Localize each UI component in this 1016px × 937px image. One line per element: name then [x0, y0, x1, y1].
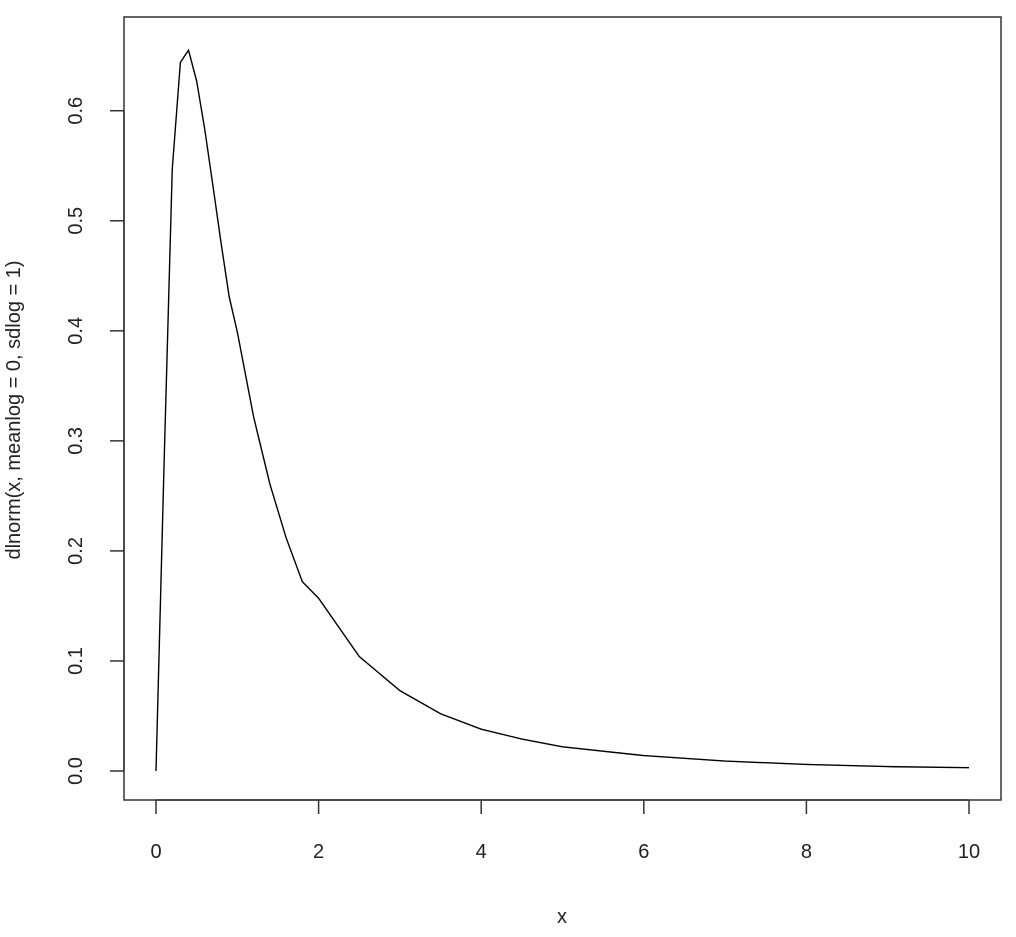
x-tick-label: 2 [313, 841, 324, 863]
y-axis-label: dlnorm(x, meanlog = 0, sdlog = 1) [3, 260, 25, 559]
y-axis: 0.0 0.1 0.2 0.3 0.4 0.5 0.6 [65, 97, 125, 785]
y-tick-label: 0.0 [65, 757, 87, 785]
y-tick-label: 0.3 [65, 427, 87, 455]
y-tick-label: 0.5 [65, 207, 87, 235]
y-tick-label: 0.4 [65, 317, 87, 345]
plot-frame [123, 16, 1002, 801]
x-tick-label: 4 [476, 841, 487, 863]
x-tick-label: 6 [638, 841, 649, 863]
x-tick-label: 10 [958, 841, 980, 863]
x-axis-label: x [557, 906, 567, 928]
y-tick-label: 0.2 [65, 537, 87, 565]
y-tick-label: 0.6 [65, 97, 87, 125]
x-tick-label: 0 [150, 841, 161, 863]
y-tick-label: 0.1 [65, 647, 87, 675]
series-line-dlnorm [155, 48, 970, 772]
x-tick-label: 8 [801, 841, 812, 863]
x-axis: 0 2 4 6 8 10 [150, 799, 980, 863]
